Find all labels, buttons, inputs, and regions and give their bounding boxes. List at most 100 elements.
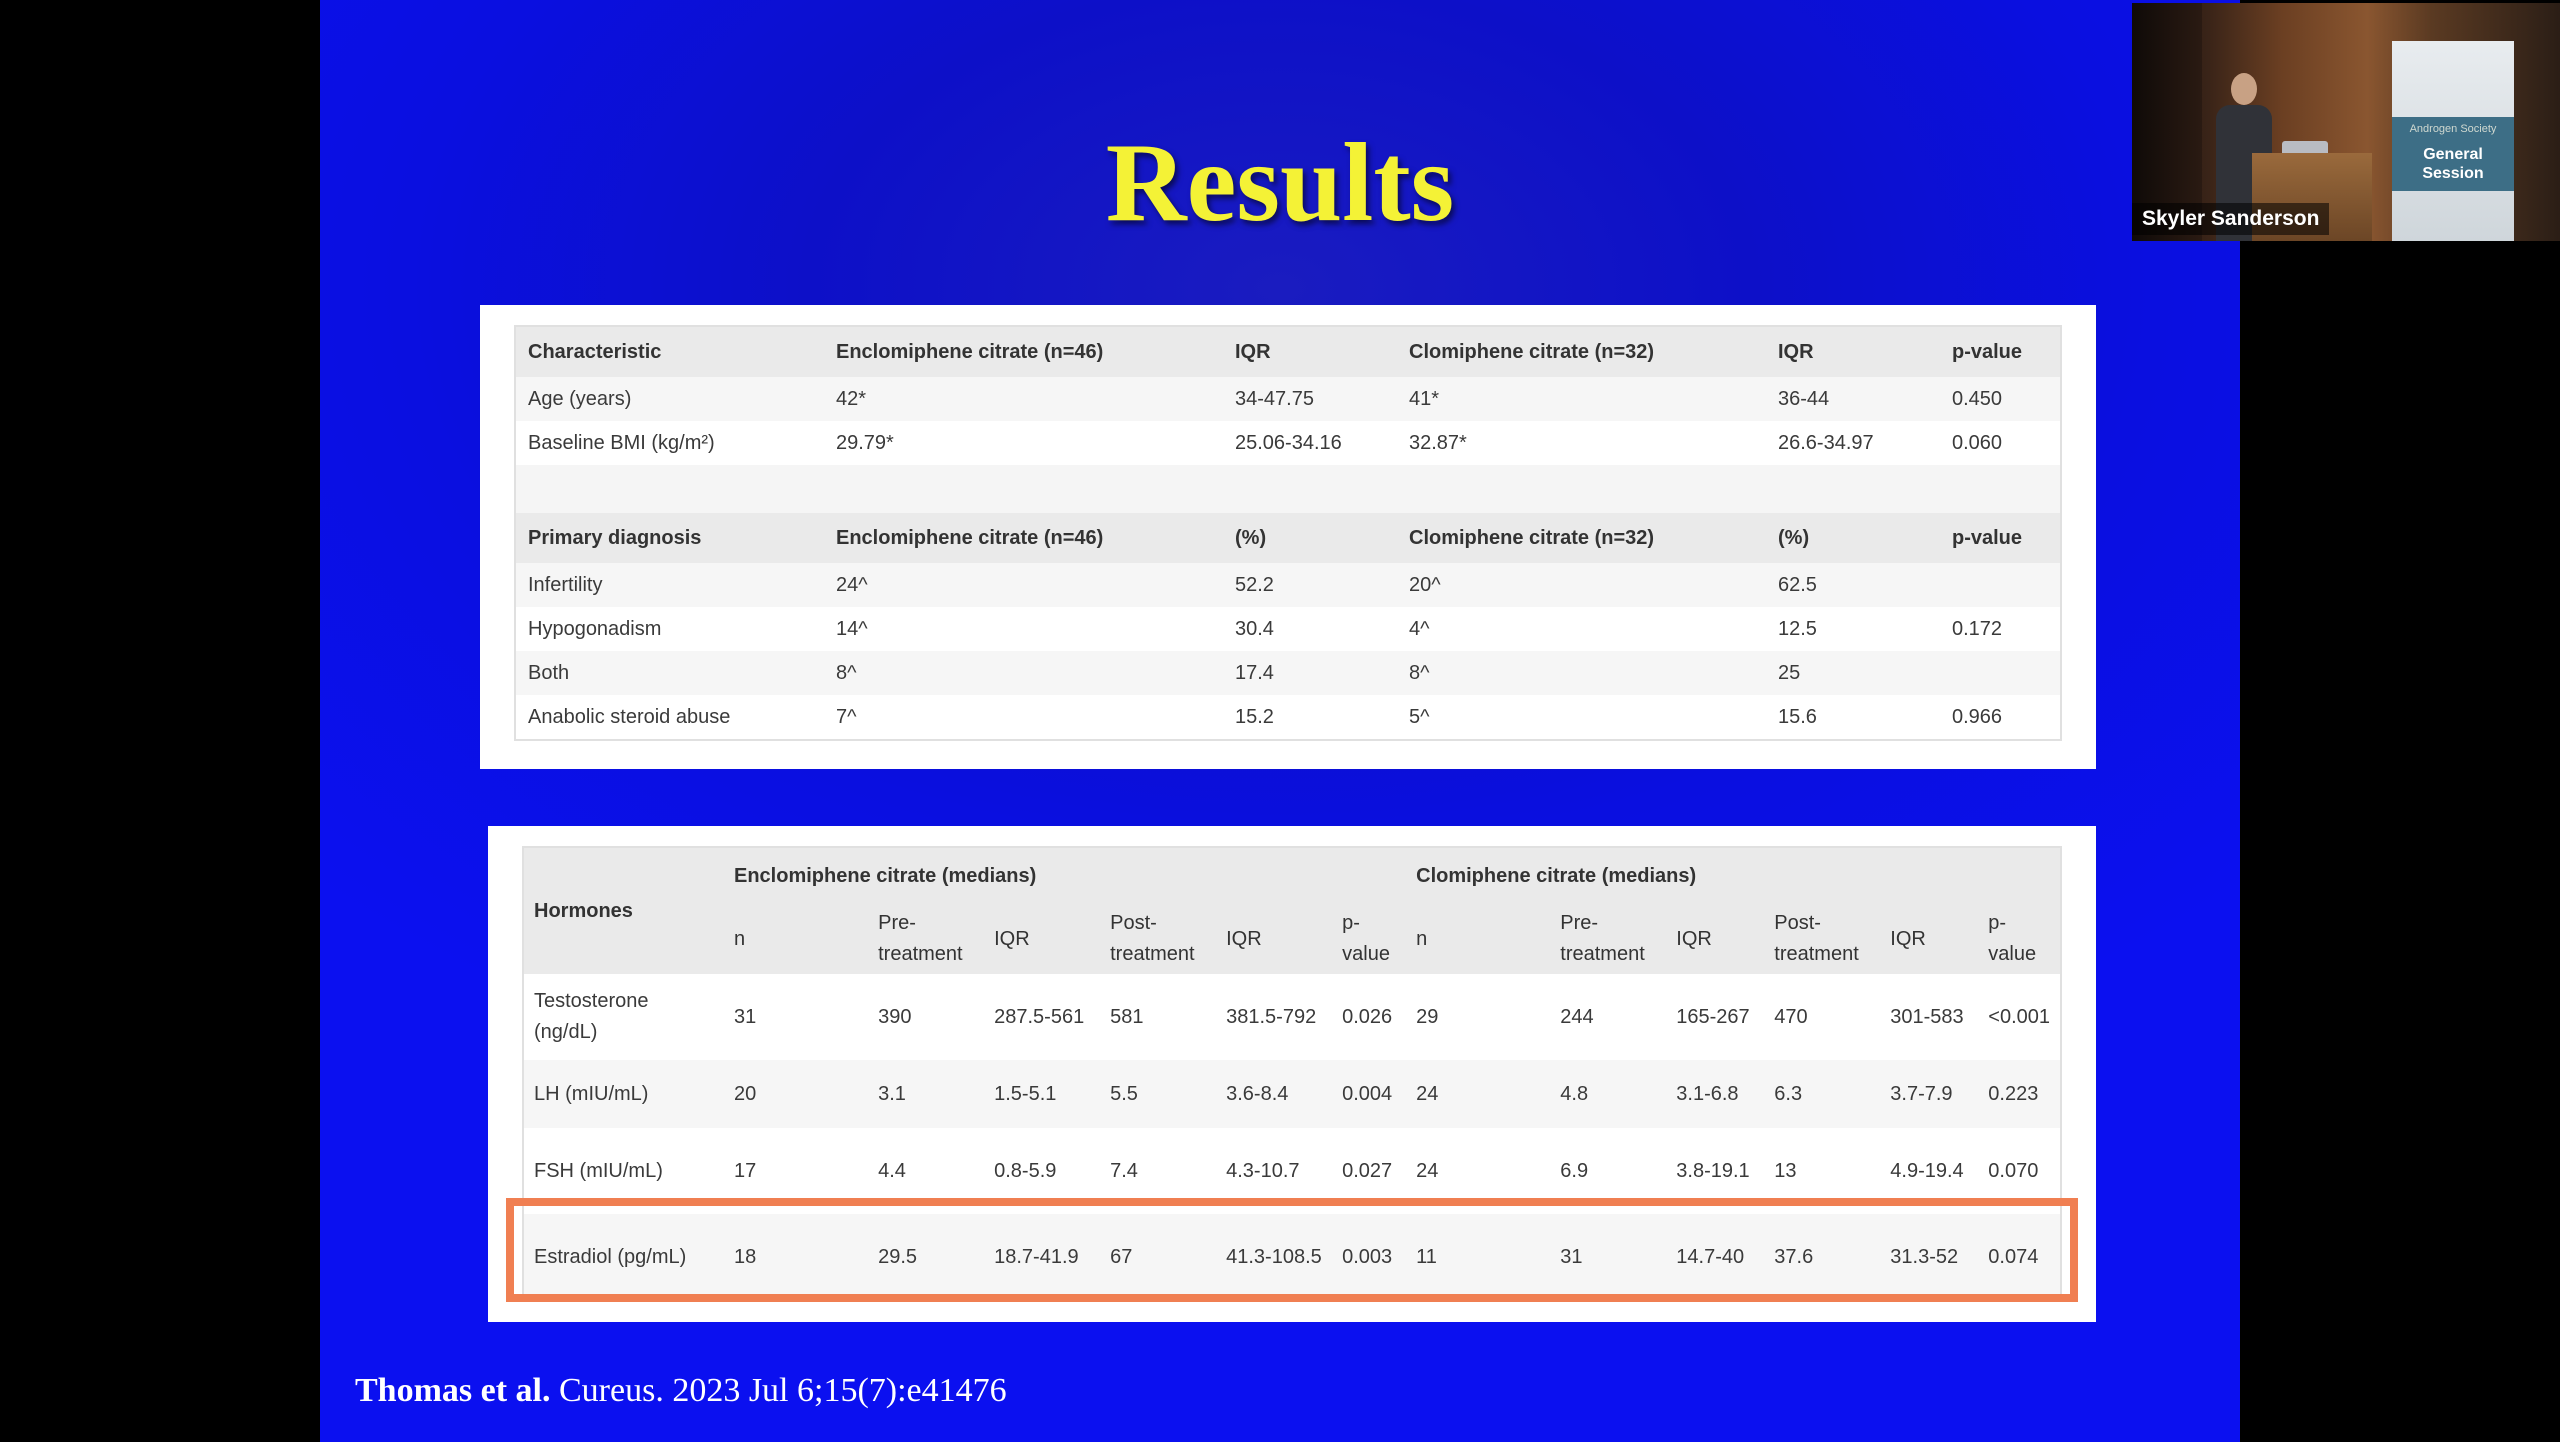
- column-header: (%): [1223, 513, 1397, 563]
- table-cell: 32.87*: [1397, 421, 1766, 465]
- column-header: Post-treatment: [1764, 904, 1881, 974]
- clomiphene-group-header: Clomiphene citrate (medians): [1406, 847, 1979, 904]
- enclomiphene-group-header: Enclomiphene citrate (medians): [724, 847, 1407, 904]
- table-cell: 6.3: [1764, 1060, 1881, 1128]
- column-header: IQR: [984, 904, 1101, 974]
- column-header: n: [1406, 904, 1551, 974]
- table-spacer-row: [515, 465, 2061, 513]
- table-cell: 41.3-108.5: [1216, 1214, 1333, 1301]
- table-cell: 0.003: [1332, 1214, 1407, 1301]
- table-cell: 12.5: [1766, 607, 1940, 651]
- table-cell: 8^: [1397, 651, 1766, 695]
- table-cell: FSH (mIU/mL): [523, 1128, 724, 1214]
- table-cell: 14.7-40: [1666, 1214, 1765, 1301]
- table-cell: [1940, 563, 2061, 607]
- speaker-name-tag: Skyler Sanderson: [2132, 203, 2330, 235]
- banner-stripe: [2392, 117, 2514, 191]
- table-cell: LH (mIU/mL): [523, 1060, 724, 1128]
- table-cell: 6.9: [1550, 1128, 1667, 1214]
- empty-header-cell: [1978, 847, 2061, 904]
- table-cell: 67: [1100, 1214, 1217, 1301]
- table-cell: 0.074: [1978, 1214, 2061, 1301]
- table-row: Anabolic steroid abuse 7^ 15.2 5^ 15.6 0…: [515, 695, 2061, 740]
- table-cell: Anabolic steroid abuse: [515, 695, 824, 740]
- column-header: p-value: [1940, 326, 2061, 377]
- table-cell: Estradiol (pg/mL): [523, 1214, 724, 1301]
- column-header: Enclomiphene citrate (n=46): [824, 326, 1223, 377]
- table-header-row: Primary diagnosis Enclomiphene citrate (…: [515, 513, 2061, 563]
- table-cell: 301-583: [1880, 974, 1979, 1060]
- table-cell: Infertility: [515, 563, 824, 607]
- spacer-cell: [515, 465, 2061, 513]
- column-header: IQR: [1223, 326, 1397, 377]
- presentation-slide: Results Characteristic Enclomiphene citr…: [320, 0, 2240, 1442]
- table-cell: 26.6-34.97: [1766, 421, 1940, 465]
- stage-curtain: [2132, 3, 2202, 241]
- table-cell: 4.4: [868, 1128, 985, 1214]
- column-header: Primary diagnosis: [515, 513, 824, 563]
- table-cell: 29: [1406, 974, 1551, 1060]
- hormones-header: Hormones: [523, 847, 724, 974]
- column-header: p-value: [1332, 904, 1407, 974]
- table-cell: 244: [1550, 974, 1667, 1060]
- table-cell: 29.5: [868, 1214, 985, 1301]
- banner-org: Androgen Society: [2409, 123, 2497, 135]
- slide-title: Results: [1105, 121, 1455, 245]
- table-row: FSH (mIU/mL) 17 4.4 0.8-5.9 7.4 4.3-10.7…: [523, 1128, 2061, 1214]
- column-header: Characteristic: [515, 326, 824, 377]
- table-header-row: Characteristic Enclomiphene citrate (n=4…: [515, 326, 2061, 377]
- table-cell: 7^: [824, 695, 1223, 740]
- baseline-characteristics-table: Characteristic Enclomiphene citrate (n=4…: [514, 325, 2062, 741]
- citation-authors: Thomas et al.: [355, 1372, 551, 1409]
- hormone-outcomes-table: Hormones Enclomiphene citrate (medians) …: [522, 846, 2062, 1302]
- table-cell: 34-47.75: [1223, 377, 1397, 421]
- speaker-video-tile[interactable]: Androgen Society General Session Skyler …: [2132, 3, 2560, 241]
- table-cell: 0.450: [1940, 377, 2061, 421]
- table-cell: 42*: [824, 377, 1223, 421]
- table-row: Infertility 24^ 52.2 20^ 62.5: [515, 563, 2061, 607]
- table-row: Both 8^ 17.4 8^ 25: [515, 651, 2061, 695]
- table-cell: 24: [1406, 1128, 1551, 1214]
- table-row: Hypogonadism 14^ 30.4 4^ 12.5 0.172: [515, 607, 2061, 651]
- table-cell: 5^: [1397, 695, 1766, 740]
- table-cell: 5.5: [1100, 1060, 1217, 1128]
- table-cell: 3.6-8.4: [1216, 1060, 1333, 1128]
- table-cell: 3.1: [868, 1060, 985, 1128]
- banner-session: General Session: [2422, 146, 2484, 182]
- table-cell: 4.8: [1550, 1060, 1667, 1128]
- table-cell: 3.1-6.8: [1666, 1060, 1765, 1128]
- column-header: p-value: [1940, 513, 2061, 563]
- table-cell: 0.8-5.9: [984, 1128, 1101, 1214]
- table-cell: 15.6: [1766, 695, 1940, 740]
- table-cell: 14^: [824, 607, 1223, 651]
- table-cell: 381.5-792: [1216, 974, 1333, 1060]
- table-group-header-row: Hormones Enclomiphene citrate (medians) …: [523, 847, 2061, 974]
- column-header: p-value: [1978, 904, 2061, 974]
- table-cell: 4.9-19.4: [1880, 1128, 1979, 1214]
- table-cell: 1.5-5.1: [984, 1060, 1101, 1128]
- table-cell: <0.001: [1978, 974, 2061, 1060]
- table-cell: 17: [724, 1128, 869, 1214]
- table-cell: 4.3-10.7: [1216, 1128, 1333, 1214]
- table-cell: 470: [1764, 974, 1881, 1060]
- table-cell: 31: [724, 974, 869, 1060]
- column-header: Clomiphene citrate (n=32): [1397, 326, 1766, 377]
- table-cell: 7.4: [1100, 1128, 1217, 1214]
- table-cell: 3.8-19.1: [1666, 1128, 1765, 1214]
- table-cell: 62.5: [1766, 563, 1940, 607]
- table-cell: 15.2: [1223, 695, 1397, 740]
- table-cell: 17.4: [1223, 651, 1397, 695]
- table-cell: 52.2: [1223, 563, 1397, 607]
- table-cell: 29.79*: [824, 421, 1223, 465]
- table-cell: 31: [1550, 1214, 1667, 1301]
- table-row-highlighted: Estradiol (pg/mL) 18 29.5 18.7-41.9 67 4…: [523, 1214, 2061, 1301]
- table-cell: 287.5-561: [984, 974, 1101, 1060]
- table-cell: Age (years): [515, 377, 824, 421]
- table-cell: 25.06-34.16: [1223, 421, 1397, 465]
- table-cell: 0.026: [1332, 974, 1407, 1060]
- table-row: LH (mIU/mL) 20 3.1 1.5-5.1 5.5 3.6-8.4 0…: [523, 1060, 2061, 1128]
- column-header: Enclomiphene citrate (n=46): [824, 513, 1223, 563]
- table-cell: 30.4: [1223, 607, 1397, 651]
- column-header: IQR: [1216, 904, 1333, 974]
- table-cell: Baseline BMI (kg/m²): [515, 421, 824, 465]
